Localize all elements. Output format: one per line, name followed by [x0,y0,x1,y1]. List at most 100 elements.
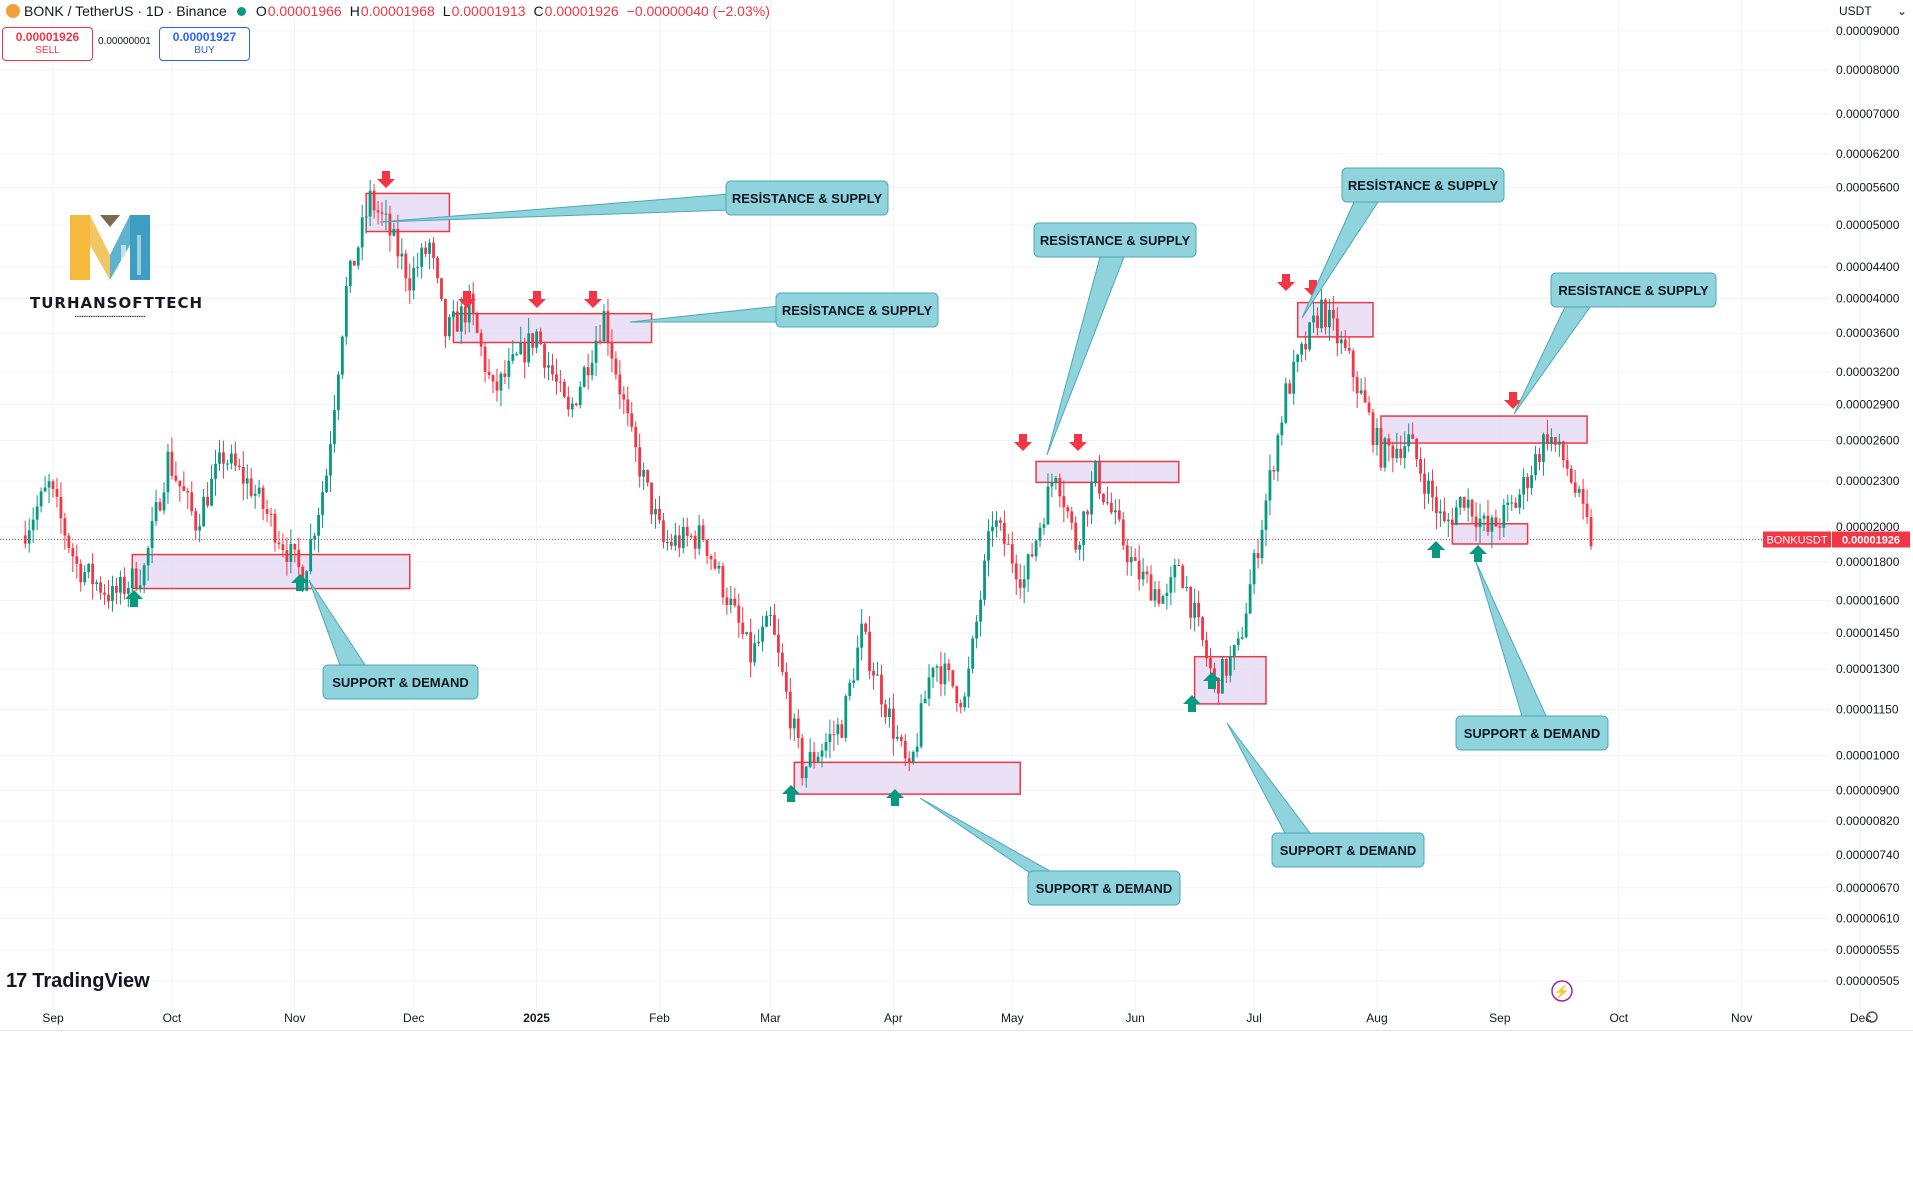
candle-body [210,478,213,506]
candle-body [618,374,622,395]
chart-bottom-border [0,1030,1913,1031]
candle-body [602,311,606,342]
candle-body [214,463,217,479]
candle-body [558,381,562,383]
candle-body [75,556,79,564]
candle-body [947,663,951,671]
candle-body [229,453,233,464]
candle-body [202,496,206,527]
candle-body [812,751,816,762]
chart-area[interactable]: RESİSTANCE & SUPPLY RESİSTANCE & SUPPLY RE… [0,0,1913,1030]
candle-body [1530,475,1533,489]
candle-body [1284,383,1288,423]
candle-body [574,403,578,406]
candle-body [1328,309,1331,328]
down-arrow-icon [377,171,395,188]
candle-body [1300,343,1304,355]
candle-body [1296,354,1300,362]
candle-body [265,509,269,514]
candle-body [479,332,483,347]
up-arrow-icon [291,574,309,591]
candle-body [987,531,990,561]
candle-body [130,568,134,588]
symbol-title[interactable]: BONK / TetherUS · 1D · Binance [24,3,227,19]
candle-body [451,311,455,318]
y-tick-label: 0.00002900 [1836,398,1900,412]
candle-body [995,520,998,527]
candle-body [1546,434,1549,444]
candle-body [1506,502,1510,505]
candle-body [1272,470,1276,472]
x-tick-label: Jul [1246,1011,1261,1025]
symbol-tag-bg [1763,531,1831,548]
tradingview-mark-icon: 17 [6,970,27,992]
y-tick-label: 0.00002300 [1836,474,1900,488]
candle-body [1074,522,1078,550]
candle-body [717,565,721,569]
candle-body [1446,519,1450,522]
x-tick-label: Oct [1609,1011,1628,1025]
candle-body [111,585,114,602]
candle-body [594,340,598,363]
y-tick-label: 0.00001150 [1836,703,1899,717]
candle-body [1213,668,1216,679]
y-tick-label: 0.00002000 [1836,520,1900,534]
candle-body [741,622,745,635]
candle-body [384,213,388,215]
price-chart[interactable]: RESİSTANCE & SUPPLY RESİSTANCE & SUPPLY RE… [0,0,1913,1030]
candle-body [126,587,130,594]
candle-body [404,253,408,279]
candle-body [1474,516,1478,528]
lightning-event-icon [1551,980,1573,1002]
tradingview-logo[interactable]: 17 TradingView [6,970,150,993]
candle-body [142,565,146,586]
y-tick-label: 0.00000505 [1836,974,1900,988]
sell-button[interactable]: 0.00001926 SELL [2,27,93,61]
currency-selector[interactable]: USDT ⌄ [1835,0,1911,22]
candle-body [337,374,340,411]
spread-value: 0.00000001 [98,36,151,47]
candle-body [1280,422,1284,436]
candle-body [1534,454,1537,476]
candle-body [249,478,253,496]
candle-body [1240,637,1244,639]
buy-label: BUY [194,45,215,56]
bonk-coin-icon [6,4,20,18]
up-arrow-icon [886,789,904,806]
candle-body [1395,448,1399,459]
callout-box [1033,222,1197,258]
candle-body [1561,441,1565,461]
down-arrow-icon [458,291,476,308]
candle-body [701,525,705,540]
symbol-header: BONK / TetherUS · 1D · Binance O 0.000019… [0,0,778,22]
candle-body [245,478,249,484]
candle-body [432,242,435,258]
y-tick-label: 0.00005600 [1836,180,1900,194]
candle-body [459,306,463,332]
candle-body [1375,427,1379,446]
y-tick-label: 0.00001000 [1836,749,1900,763]
candle-body [864,623,868,632]
candle-body [1335,318,1339,344]
candle-body [372,190,376,211]
up-arrow-icon [1183,695,1201,712]
candle-body [67,535,71,549]
candle-body [1201,617,1204,641]
candle-body [1347,348,1351,351]
candle-body [118,576,122,593]
candle-body [1193,602,1197,618]
candle-body [487,371,491,376]
candle-body [1026,554,1030,580]
candle-body [527,333,531,363]
candle-body [1145,571,1149,575]
candle-body [1542,434,1545,462]
candle-body [868,631,871,671]
y-tick-label: 0.00005000 [1836,218,1900,232]
buy-button[interactable]: 0.00001927 BUY [159,27,250,61]
candle-body [777,634,780,653]
settings-gear-icon[interactable] [1866,1011,1878,1023]
candle-body [606,311,610,344]
callout-pointer [1513,306,1591,415]
candle-body [705,539,709,556]
candle-body [388,213,392,236]
